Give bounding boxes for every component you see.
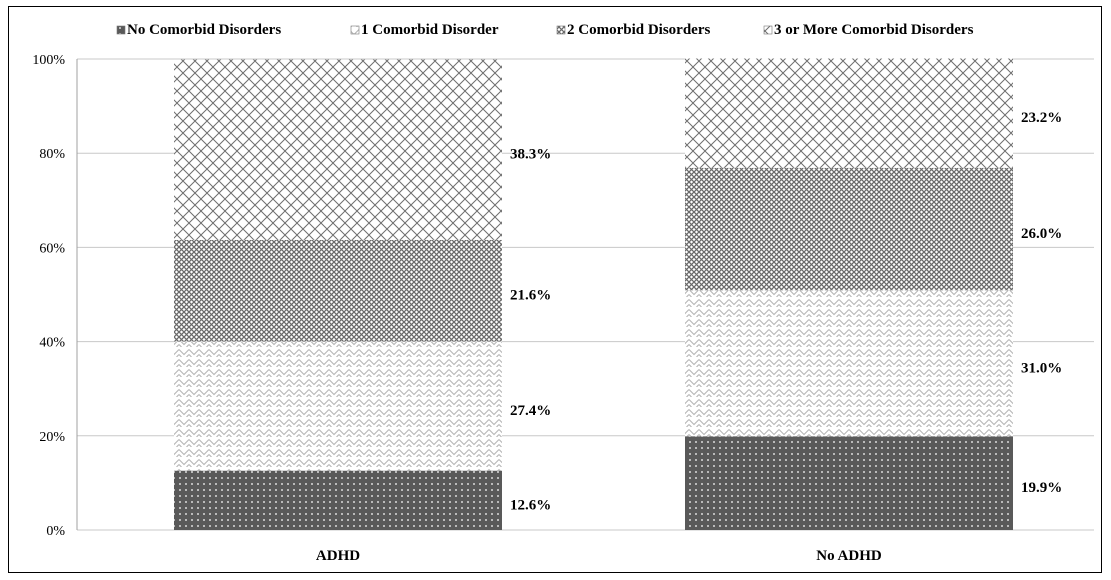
y-tick-label: 0% [46, 524, 65, 539]
y-tick-label: 40% [39, 336, 65, 351]
legend-item: No Comorbid Disorders [116, 22, 281, 38]
bar-segment [685, 58, 1013, 168]
bar-segment [174, 341, 502, 471]
data-label: 31.0% [1021, 360, 1062, 376]
category-label: No ADHD [816, 548, 882, 564]
legend-swatch [350, 25, 360, 35]
legend-item: 2 Comorbid Disorders [556, 22, 710, 38]
legend-label: 1 Comorbid Disorder [361, 22, 499, 38]
bars [174, 58, 1013, 530]
legend: No Comorbid Disorders 1 Comorbid Disorder… [116, 22, 974, 38]
y-tick-label: 20% [39, 430, 65, 445]
chart-frame: No Comorbid Disorders 1 Comorbid Disorder… [8, 6, 1102, 573]
category-label: ADHD [316, 548, 360, 564]
bar-segment [685, 290, 1013, 437]
data-label: 19.9% [1021, 480, 1062, 496]
legend-label: 2 Comorbid Disorders [567, 22, 710, 38]
data-label: 38.3% [510, 147, 551, 163]
bar-segment [174, 470, 502, 530]
data-label: 21.6% [510, 288, 551, 304]
bar-segment [174, 59, 502, 240]
y-tick-label: 100% [32, 53, 65, 68]
bar-segment [174, 239, 502, 342]
data-label: 23.2% [1021, 110, 1062, 126]
data-labels: 12.6% 27.4% 21.6% 38.3% 19.9% 31.0% 26.0% 23.2% [510, 110, 1062, 513]
bar-segment [685, 167, 1013, 291]
legend-item: 3 or More Comorbid Disorders [763, 22, 974, 38]
axes: 0% 20% 40% 60% 80% 100% ADHD No ADHD [32, 53, 882, 564]
data-label: 26.0% [1021, 226, 1062, 242]
legend-swatch [763, 25, 773, 35]
legend-label: No Comorbid Disorders [127, 22, 281, 38]
stacked-bar-chart: No Comorbid Disorders 1 Comorbid Disorder… [32, 22, 1094, 564]
legend-swatch [556, 25, 566, 35]
legend-label: 3 or More Comorbid Disorders [774, 22, 974, 38]
y-tick-label: 80% [39, 147, 65, 162]
bar-segment [685, 436, 1013, 530]
legend-item: 1 Comorbid Disorder [350, 22, 499, 38]
y-tick-label: 60% [39, 241, 65, 256]
legend-swatch [116, 25, 126, 35]
data-label: 12.6% [510, 497, 551, 513]
data-label: 27.4% [510, 403, 551, 419]
